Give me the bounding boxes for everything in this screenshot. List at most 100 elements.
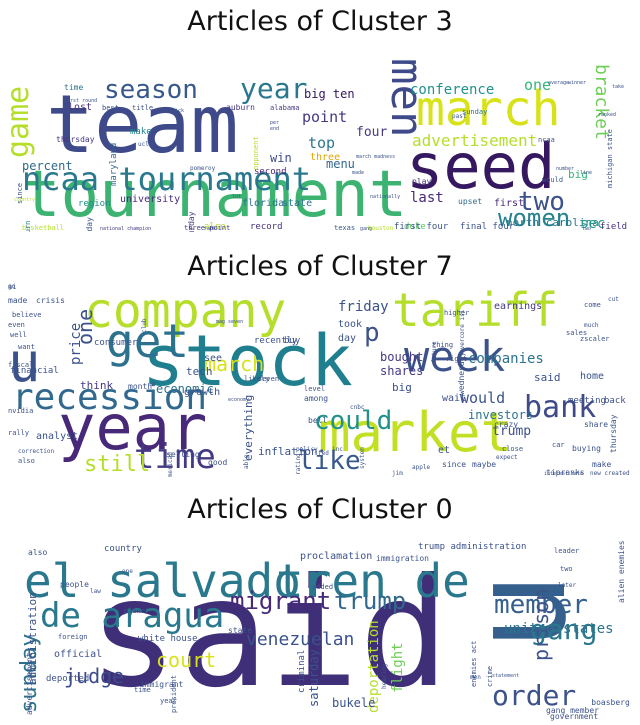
word-inflation: inflation xyxy=(258,445,318,458)
word-come: come xyxy=(584,301,601,309)
word-three: three xyxy=(310,152,340,163)
word-created: created xyxy=(604,470,630,477)
word-wait: wait xyxy=(442,393,466,404)
word-end: end xyxy=(270,126,279,132)
word-women: women xyxy=(498,204,570,232)
word-said: said xyxy=(88,547,449,721)
word-analyst: analyst xyxy=(36,431,78,442)
word-return: return xyxy=(24,221,32,232)
word-earnings: earnings xyxy=(494,301,542,312)
word-economic: economic xyxy=(156,382,214,396)
word-thursday: thursday xyxy=(56,135,95,144)
word-close: close xyxy=(502,445,523,453)
word-enemies-act: enemies act xyxy=(470,641,478,687)
word-crime: crime xyxy=(486,666,494,687)
word-buying: buying xyxy=(572,444,601,453)
word-gang: gang xyxy=(530,613,597,646)
word-much: much xyxy=(584,322,599,329)
word-line: line xyxy=(580,170,592,176)
word-region: region xyxy=(78,199,111,209)
word-maryland: maryland xyxy=(109,143,119,186)
word-advertisement: advertisement xyxy=(25,652,34,715)
word-team: team xyxy=(46,78,239,171)
word-country: country xyxy=(104,544,143,554)
word-day: day xyxy=(338,333,356,344)
word-four: four xyxy=(356,125,387,140)
word-companies: companies xyxy=(468,351,544,367)
word-proclamation: proclamation xyxy=(300,551,372,562)
word-member: member xyxy=(494,590,588,620)
word-u: u xyxy=(8,331,41,394)
word-ncaa: ncaa xyxy=(538,136,555,144)
word-united-states: united states xyxy=(504,621,614,637)
word-last: last xyxy=(410,190,444,206)
word-final-four: final four xyxy=(460,222,515,232)
word-top: top xyxy=(308,134,335,152)
title-cluster-7: Articles of Cluster 7 xyxy=(187,251,453,282)
word-want: want xyxy=(18,343,35,351)
word-crazy: crazy xyxy=(494,420,518,429)
word-et: et xyxy=(438,445,450,456)
word-title: title xyxy=(132,104,153,112)
word-correction: correction xyxy=(18,448,55,455)
word-since: since xyxy=(16,183,24,204)
word-boasberg: boasberg xyxy=(591,698,630,707)
word-also: also xyxy=(28,548,47,557)
word-winner: winner xyxy=(568,80,586,86)
word-new: new xyxy=(590,470,601,477)
wordcloud-cluster-0: said u el salvador tren de de aragua migrant t… xyxy=(8,527,632,721)
word-investors: investors xyxy=(468,408,533,422)
word-big-ten: big ten xyxy=(304,87,355,101)
word-see: see xyxy=(204,353,222,364)
word-flight: flight xyxy=(390,642,406,693)
word-bell: bell xyxy=(308,416,327,425)
word-texas: texas xyxy=(334,224,355,232)
word-country: country xyxy=(14,197,35,203)
word-later: later xyxy=(558,582,576,589)
word-took: took xyxy=(338,319,362,330)
word-go: go xyxy=(8,283,16,290)
word-people: people xyxy=(60,580,89,589)
word-back: back xyxy=(604,396,626,406)
word-two: two xyxy=(582,226,591,232)
word-sec: sec xyxy=(580,216,605,232)
word-year: year xyxy=(240,72,307,105)
word-administration: administration xyxy=(26,592,39,685)
word-sales: sales xyxy=(566,329,587,337)
word-court: court xyxy=(156,648,216,672)
word-march-madness: march madness xyxy=(356,154,395,160)
word-fed: fed xyxy=(318,450,329,457)
word-right: right xyxy=(446,355,467,363)
word-tournament: tournament xyxy=(22,158,407,232)
word-tipranks: tipranks xyxy=(546,468,585,477)
word-bukele: bukele xyxy=(332,696,375,710)
word-first-round: first round xyxy=(64,98,97,104)
word-foreign: foreign xyxy=(58,633,88,641)
word-university: university xyxy=(120,194,180,205)
word-north-carolina: north carolina xyxy=(506,216,599,229)
word-rank: rank xyxy=(204,226,216,232)
title-cluster-3: Articles of Cluster 3 xyxy=(187,6,453,37)
word-saturday: saturday xyxy=(307,649,321,707)
wordcloud-cluster-3: tournament team seed march men ncaa tournamen… xyxy=(8,38,632,232)
word-system: system xyxy=(359,447,366,469)
word-would: would xyxy=(460,389,505,407)
word-prison: prison xyxy=(529,589,553,661)
word-thursday: thursday xyxy=(609,414,618,453)
word-pomeroy: pomeroy xyxy=(190,165,216,172)
word-ncaa-tournament: ncaa tournament xyxy=(22,160,311,198)
word-ai: ai xyxy=(8,283,16,291)
word-get: get xyxy=(106,314,189,368)
word-basketball: basketball xyxy=(22,224,64,232)
word-stock: stock xyxy=(142,320,353,402)
word-average: average xyxy=(548,80,569,86)
word-expect: expect xyxy=(496,454,518,461)
word-law: law xyxy=(90,588,101,595)
word-even: even xyxy=(8,321,25,329)
word-duke: duke xyxy=(404,222,426,232)
word-season: season xyxy=(104,75,198,105)
word-one: one xyxy=(524,76,551,94)
word-inc: inc xyxy=(332,446,343,453)
word-government: government xyxy=(550,712,598,721)
word-time: time xyxy=(134,686,151,694)
